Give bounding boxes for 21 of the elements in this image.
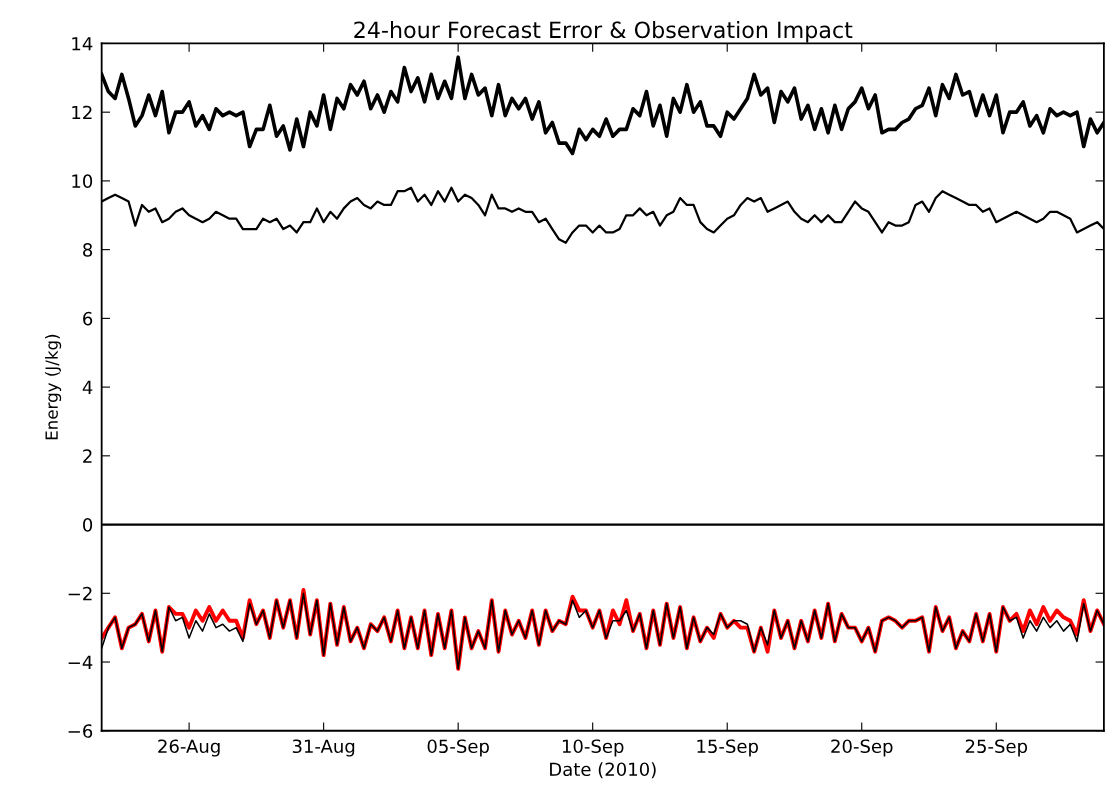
chart-title: 24-hour Forecast Error & Observation Impact <box>354 21 853 43</box>
x-axis-title: Date (2010) <box>550 762 656 779</box>
x-tick-label: 31-Aug <box>292 739 355 757</box>
y-axis-title: Energy (J/kg) <box>45 334 62 440</box>
x-tick-label: 26-Aug <box>158 739 220 757</box>
y-tick-label: −6 <box>68 724 93 738</box>
y-tick-label: 14 <box>72 37 93 51</box>
y-tick-label: 2 <box>83 449 92 463</box>
y-tick-label: 12 <box>72 105 92 120</box>
y-tick-label: 6 <box>83 311 93 326</box>
y-tick-label: −2 <box>68 586 92 601</box>
x-tick-label: 05-Sep <box>427 739 489 757</box>
y-tick-label: 0 <box>83 518 93 532</box>
y-tick-label: 10 <box>72 174 93 189</box>
x-tick-label: 15-Sep <box>697 739 758 757</box>
y-tick-label: 4 <box>82 380 93 394</box>
x-tick-label: 25-Sep <box>965 739 1028 757</box>
x-tick-label: 10-Sep <box>562 739 624 757</box>
y-tick-label: −4 <box>68 655 93 669</box>
x-tick-label: 20-Sep <box>831 739 893 757</box>
y-tick-label: 8 <box>83 243 93 257</box>
